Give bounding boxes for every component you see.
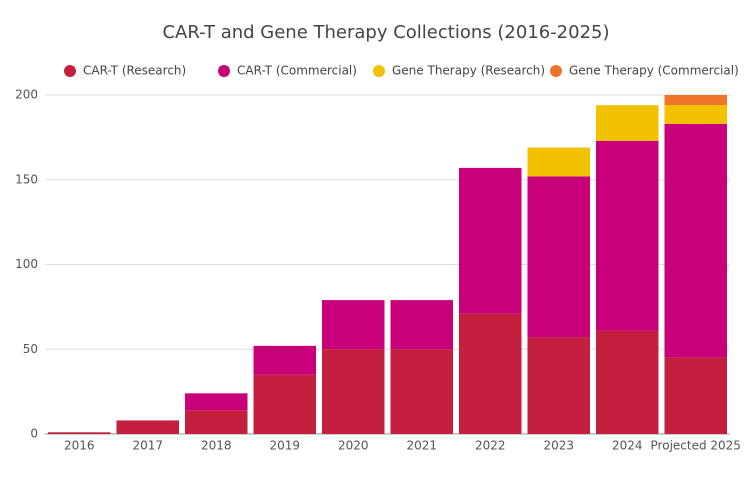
legend-swatch	[550, 65, 562, 77]
bar-segment	[322, 300, 385, 350]
y-tick-label: 200	[15, 88, 38, 102]
x-tick-label: 2017	[132, 439, 163, 453]
legend-swatch	[64, 65, 76, 77]
x-tick-label: 2018	[201, 439, 232, 453]
chart-title: CAR-T and Gene Therapy Collections (2016…	[162, 22, 609, 43]
legend-label: CAR-T (Research)	[83, 64, 186, 78]
bar-segment	[116, 420, 179, 434]
legend-label: Gene Therapy (Research)	[392, 64, 545, 78]
bar-segment	[322, 349, 385, 434]
bar-segment	[459, 313, 522, 434]
bar-segment	[185, 393, 248, 411]
bar-segment	[390, 349, 453, 434]
x-tick-label: 2019	[269, 439, 300, 453]
bar-segment	[390, 300, 453, 350]
bar-segment	[253, 374, 316, 434]
bar-segment	[527, 337, 590, 434]
bar-segment	[185, 410, 248, 434]
bar-segment	[459, 167, 522, 314]
y-tick-label: 50	[23, 342, 38, 356]
x-tick-label: 2020	[338, 439, 369, 453]
legend-label: CAR-T (Commercial)	[237, 64, 357, 78]
bar-segment	[596, 140, 659, 331]
legend-swatch	[373, 65, 385, 77]
bar-segment	[48, 432, 111, 434]
y-tick-label: 100	[15, 257, 38, 271]
bar-segment	[596, 105, 659, 141]
x-tick-label: Projected 2025	[651, 439, 741, 453]
legend-swatch	[218, 65, 230, 77]
bar-segment	[596, 330, 659, 434]
x-tick-label: 2024	[612, 439, 643, 453]
bar-segment	[664, 357, 727, 434]
legend-label: Gene Therapy (Commercial)	[569, 64, 739, 78]
bar-segment	[664, 123, 727, 358]
x-tick-label: 2016	[64, 439, 95, 453]
x-tick-label: 2023	[543, 439, 574, 453]
bar-segment	[664, 105, 727, 124]
bar-segment	[253, 345, 316, 375]
y-tick-label: 0	[30, 427, 38, 441]
x-tick-label: 2021	[406, 439, 437, 453]
bar-segment	[664, 95, 727, 106]
bar-segment	[527, 147, 590, 177]
bar-segment	[527, 176, 590, 338]
x-tick-label: 2022	[475, 439, 506, 453]
y-tick-label: 150	[15, 172, 38, 186]
